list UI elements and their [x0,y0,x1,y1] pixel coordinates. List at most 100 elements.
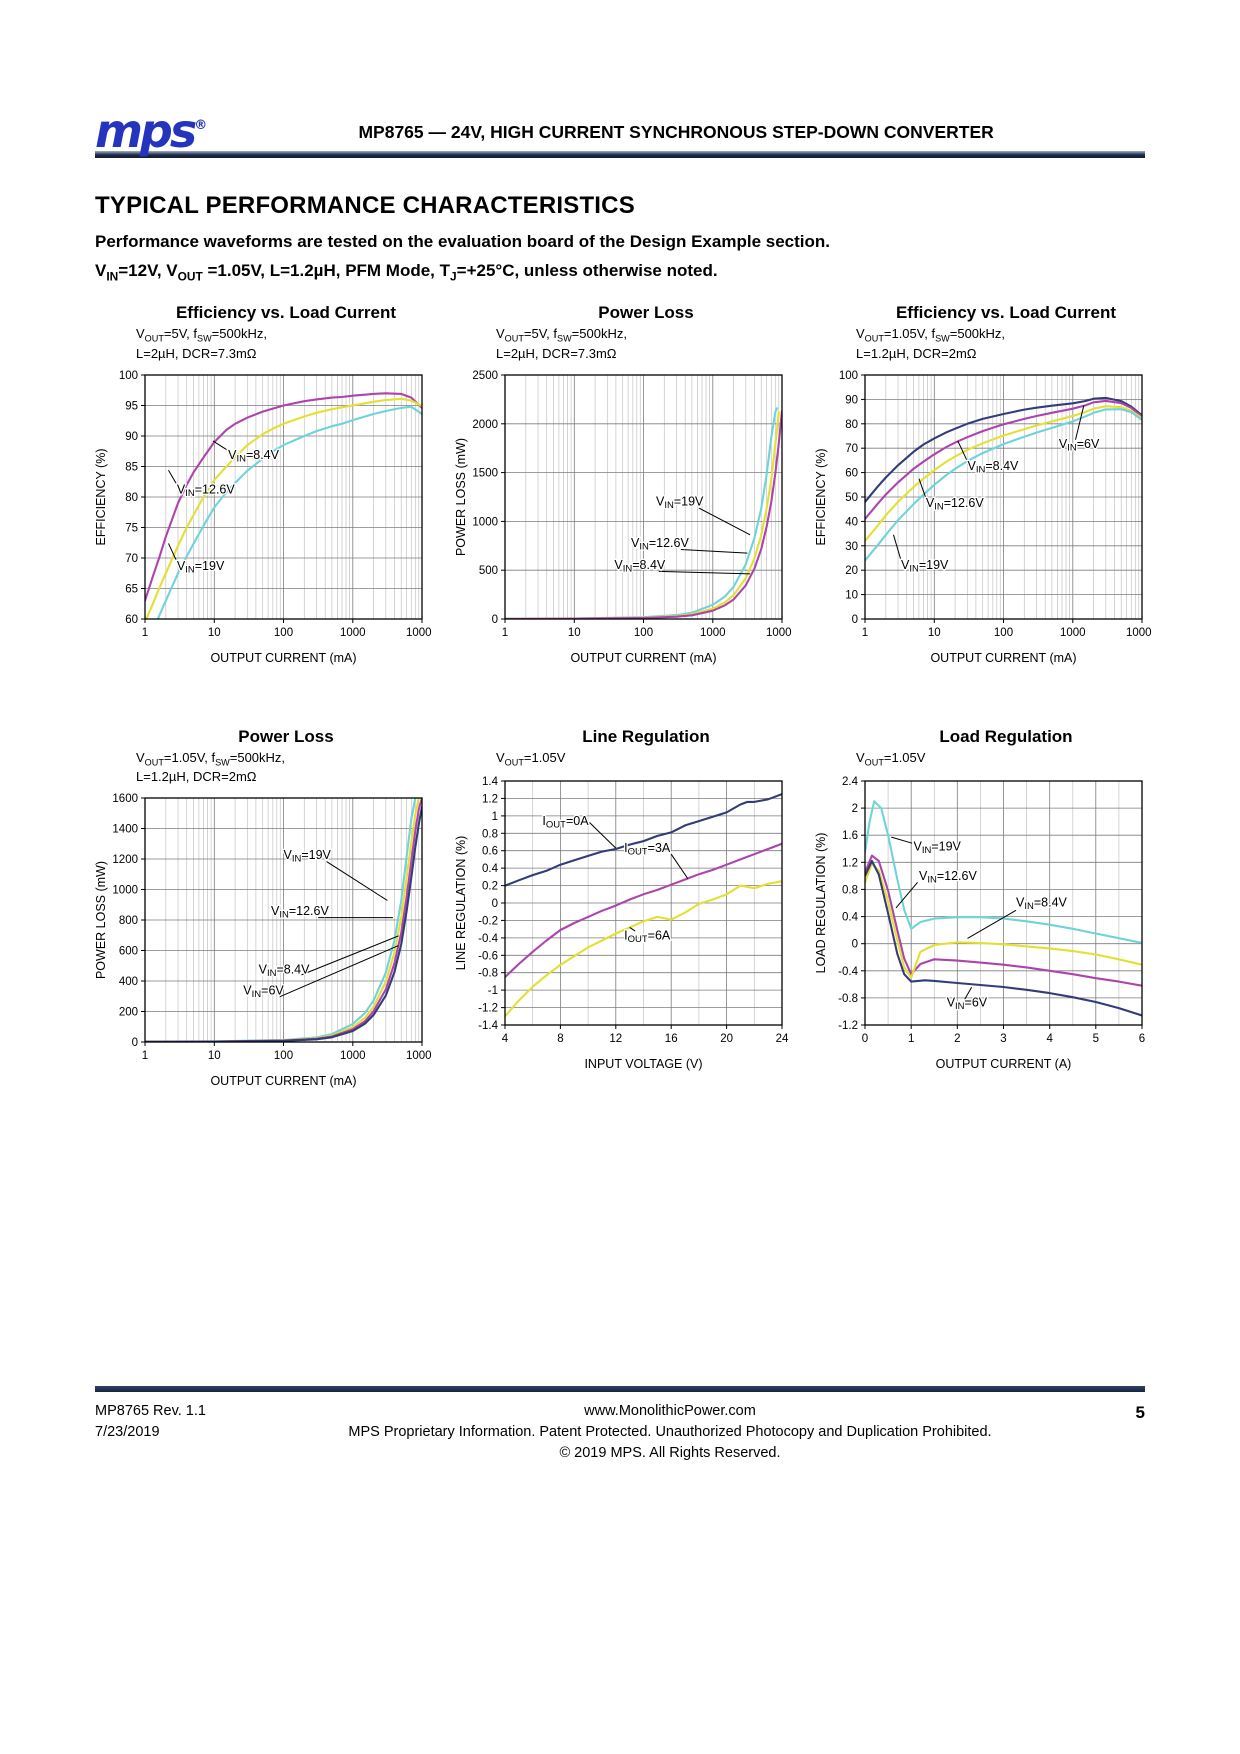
footer-divider [95,1386,1145,1392]
svg-text:1000: 1000 [700,627,726,639]
svg-text:800: 800 [119,915,138,927]
svg-text:2500: 2500 [472,370,498,382]
svg-text:OUTPUT CURRENT (mA): OUTPUT CURRENT (mA) [210,1074,356,1088]
footer-proprietary: MPS Proprietary Information. Patent Prot… [348,1424,992,1441]
svg-text:75: 75 [125,522,138,534]
svg-text:-1: -1 [488,985,498,997]
section-title: TYPICAL PERFORMANCE CHARACTERISTICS [95,192,635,220]
svg-text:10: 10 [845,589,858,601]
svg-text:-0.2: -0.2 [478,916,498,928]
charts-grid: Efficiency vs. Load Current VOUT=5V, fSW… [88,303,1162,1092]
svg-text:VIN=6V: VIN=6V [947,996,988,1013]
svg-text:100: 100 [274,1050,293,1062]
svg-text:EFFICIENCY (%): EFFICIENCY (%) [814,448,828,545]
svg-text:10: 10 [568,627,581,639]
svg-text:VIN=12.6V: VIN=12.6V [631,536,689,553]
doc-revision: MP8765 Rev. 1.1 [95,1403,206,1419]
page-footer: MP8765 Rev. 1.1 7/23/2019 www.Monolithic… [95,1386,1145,1464]
svg-text:0.8: 0.8 [482,828,498,840]
svg-text:-0.4: -0.4 [838,966,858,978]
svg-text:0.4: 0.4 [482,863,499,875]
svg-text:VIN=19V: VIN=19V [914,840,962,857]
svg-text:85: 85 [125,461,138,473]
svg-text:OUTPUT CURRENT (A): OUTPUT CURRENT (A) [936,1057,1072,1071]
svg-text:70: 70 [845,443,858,455]
svg-text:80: 80 [125,492,138,504]
svg-text:2: 2 [954,1033,960,1045]
section-conditions: VIN=12V, VOUT =1.05V, L=1.2µH, PFM Mode,… [95,261,718,284]
svg-text:40: 40 [845,516,858,528]
chart-title: Load Regulation [939,726,1073,746]
svg-text:20: 20 [845,565,858,577]
svg-text:100: 100 [634,627,653,639]
svg-text:LOAD REGULATION (%): LOAD REGULATION (%) [814,833,828,974]
svg-text:IOUT=6A: IOUT=6A [624,929,671,946]
svg-text:IOUT=0A: IOUT=0A [542,814,589,831]
svg-text:0.4: 0.4 [842,912,859,924]
svg-text:10: 10 [208,1050,221,1062]
svg-text:EFFICIENCY (%): EFFICIENCY (%) [94,448,108,545]
svg-text:1500: 1500 [472,467,498,479]
svg-text:90: 90 [845,394,858,406]
svg-text:20: 20 [720,1033,733,1045]
svg-text:1: 1 [142,627,148,639]
svg-text:1: 1 [862,627,868,639]
svg-text:5: 5 [1093,1033,1099,1045]
svg-text:0: 0 [492,898,498,910]
svg-text:1000: 1000 [472,516,498,528]
svg-text:0: 0 [852,939,858,951]
svg-text:VIN=19V: VIN=19V [656,494,704,511]
svg-text:1.6: 1.6 [842,830,858,842]
svg-text:-1.4: -1.4 [478,1020,498,1032]
svg-text:1: 1 [492,811,498,823]
svg-text:1: 1 [142,1050,148,1062]
svg-text:POWER LOSS (mW): POWER LOSS (mW) [94,861,108,979]
chart-efficiency-1v05: Efficiency vs. Load Current VOUT=1.05V, … [808,303,1162,668]
svg-text:0.2: 0.2 [482,881,498,893]
chart-line-regulation: Line Regulation VOUT=1.05V 4 8 12 16 20 24 -1.… [448,727,802,1092]
chart-power-loss-5v: Power Loss VOUT=5V, fSW=500kHz, L=2µH, DC… [448,303,802,668]
page-body: TYPICAL PERFORMANCE CHARACTERISTICS Perf… [0,192,1240,1092]
header-title: MP8765 — 24V, HIGH CURRENT SYNCHRONOUS S… [358,122,994,143]
svg-text:50: 50 [845,492,858,504]
svg-text:80: 80 [845,419,858,431]
svg-text:1: 1 [908,1033,914,1045]
svg-text:LINE REGULATION (%): LINE REGULATION (%) [454,836,468,971]
svg-text:1.4: 1.4 [482,776,499,788]
svg-text:500: 500 [479,565,498,577]
svg-text:24: 24 [776,1033,789,1045]
svg-text:3: 3 [1000,1033,1006,1045]
svg-text:VIN=8.4V: VIN=8.4V [1016,896,1068,913]
svg-text:0.8: 0.8 [842,885,858,897]
svg-text:1200: 1200 [112,854,138,866]
svg-text:30: 30 [845,541,858,553]
svg-text:70: 70 [125,553,138,565]
svg-text:VIN=6V: VIN=6V [243,983,284,1000]
svg-text:200: 200 [119,1007,138,1019]
svg-text:8: 8 [557,1033,563,1045]
mps-logo-text: mps [95,104,197,158]
svg-text:16: 16 [665,1033,678,1045]
page-number: 5 [1135,1403,1145,1422]
svg-text:1000: 1000 [340,1050,366,1062]
svg-text:VIN=19V: VIN=19V [901,558,949,575]
svg-text:OUTPUT CURRENT (mA): OUTPUT CURRENT (mA) [930,651,1076,665]
svg-text:VIN=12.6V: VIN=12.6V [919,869,977,886]
svg-text:-0.8: -0.8 [478,968,498,980]
svg-text:1000: 1000 [1060,627,1086,639]
svg-text:60: 60 [125,614,138,626]
chart-efficiency-5v: Efficiency vs. Load Current VOUT=5V, fSW… [88,303,442,668]
svg-text:1.2: 1.2 [482,794,498,806]
svg-text:95: 95 [125,400,138,412]
svg-text:0.6: 0.6 [482,846,498,858]
svg-text:600: 600 [119,946,138,958]
svg-text:VIN=19V: VIN=19V [284,848,332,865]
svg-text:100: 100 [274,627,293,639]
svg-text:4: 4 [502,1033,509,1045]
